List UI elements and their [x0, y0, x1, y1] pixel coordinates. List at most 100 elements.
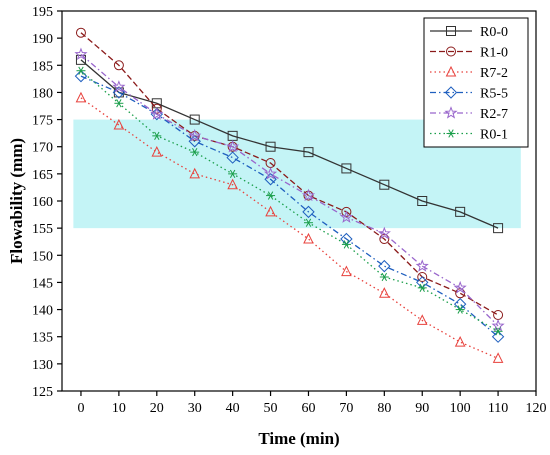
data-point — [75, 54, 86, 65]
data-point — [417, 272, 428, 282]
data-point — [492, 352, 504, 363]
data-point — [493, 310, 504, 320]
legend-label: R1-0 — [480, 46, 508, 61]
data-point — [301, 188, 316, 202]
y-axis-title: Flowability (mm) — [7, 138, 26, 264]
data-point — [226, 151, 239, 164]
series-line — [80, 75, 499, 338]
data-point — [415, 259, 429, 272]
data-point — [341, 206, 352, 217]
data-point — [339, 210, 353, 223]
data-point — [151, 103, 162, 114]
legend-marker — [445, 65, 457, 77]
data-point — [190, 147, 200, 157]
data-point — [379, 287, 390, 298]
x-axis-title: Time (min) — [258, 429, 339, 448]
series-R0-0 — [75, 54, 504, 234]
legend-label: R7-2 — [480, 66, 508, 81]
legend-marker — [446, 26, 456, 36]
legend-label: R2-7 — [480, 107, 508, 122]
y-tick-label: 135 — [32, 331, 53, 346]
x-tick-label: 60 — [301, 401, 315, 416]
data-point — [302, 205, 315, 219]
y-tick-label: 185 — [32, 59, 53, 74]
y-tick-label: 155 — [32, 222, 53, 237]
x-tick-label: 20 — [150, 401, 164, 416]
y-tick-label: 150 — [32, 249, 53, 264]
legend-marker — [444, 86, 458, 99]
data-point — [417, 283, 427, 293]
x-tick-label: 40 — [226, 401, 240, 416]
data-point — [378, 259, 391, 273]
legend: R0-0 R1-0 R7-2 R5-5 R2-7 R0-1 — [423, 17, 529, 148]
data-point — [303, 232, 314, 244]
data-point — [379, 272, 389, 282]
data-point — [493, 327, 503, 336]
data-point — [263, 166, 278, 180]
data-point — [303, 147, 314, 158]
y-tick-label: 170 — [32, 141, 53, 156]
data-point — [455, 305, 465, 314]
data-point — [113, 60, 124, 71]
x-tick-label: 110 — [488, 401, 508, 416]
x-tick-label: 90 — [415, 401, 429, 416]
data-point — [189, 167, 201, 179]
data-point — [491, 318, 505, 332]
y-tick-label: 195 — [32, 5, 53, 20]
legend-label: R5-5 — [480, 87, 508, 102]
legend-entry: R0-1 — [430, 128, 508, 143]
legend-label: R0-1 — [480, 128, 508, 143]
legend-label: R0-0 — [480, 25, 508, 40]
x-tick-label: 10 — [112, 401, 126, 416]
data-point — [112, 86, 126, 99]
series-R0-1 — [76, 66, 503, 336]
x-tick-label: 50 — [264, 401, 278, 416]
series-layer — [74, 27, 505, 363]
data-point — [266, 191, 276, 200]
legend-marker — [446, 46, 456, 57]
data-point — [265, 205, 276, 217]
data-point — [151, 146, 163, 157]
data-point — [453, 280, 467, 294]
x-tick-label: 120 — [526, 401, 547, 416]
y-tick-label: 125 — [32, 385, 53, 400]
y-tick-label: 145 — [32, 276, 53, 291]
y-tick-label: 140 — [32, 304, 53, 319]
data-point — [188, 128, 202, 142]
data-point — [228, 169, 238, 179]
data-point — [379, 234, 390, 244]
data-point — [188, 135, 201, 148]
data-point — [341, 265, 352, 277]
y-tick-label: 175 — [32, 114, 53, 129]
data-point — [226, 139, 240, 153]
legend-entry: R7-2 — [430, 65, 508, 81]
data-point — [417, 196, 428, 206]
data-point — [265, 141, 276, 152]
data-point — [74, 47, 88, 61]
data-point — [341, 163, 352, 174]
data-point — [264, 173, 277, 186]
series-R1-0 — [75, 27, 504, 320]
legend-entry: R0-0 — [430, 25, 508, 40]
data-point — [341, 240, 351, 249]
data-point — [75, 91, 87, 103]
legend-entry: R1-0 — [430, 46, 508, 61]
axes-layer: 0 10 20 30 40 50 60 70 80 90 100 110 120 125 130 135 140… — [32, 5, 547, 416]
legend-box — [423, 17, 529, 148]
y-tick-label: 190 — [32, 32, 53, 47]
legend-marker — [444, 106, 458, 119]
series-line — [80, 32, 499, 316]
legend-entry: R5-5 — [430, 86, 508, 102]
y-tick-label: 165 — [32, 168, 53, 183]
x-tick-label: 30 — [188, 401, 202, 416]
data-point — [416, 314, 428, 325]
legend-entry: R2-7 — [430, 106, 508, 122]
data-point — [227, 178, 238, 190]
data-point — [150, 107, 164, 120]
data-point — [379, 179, 390, 190]
x-tick-label: 80 — [377, 401, 391, 416]
series-R7-2 — [75, 91, 504, 363]
data-point — [303, 218, 313, 227]
x-tick-label: 70 — [339, 401, 353, 416]
